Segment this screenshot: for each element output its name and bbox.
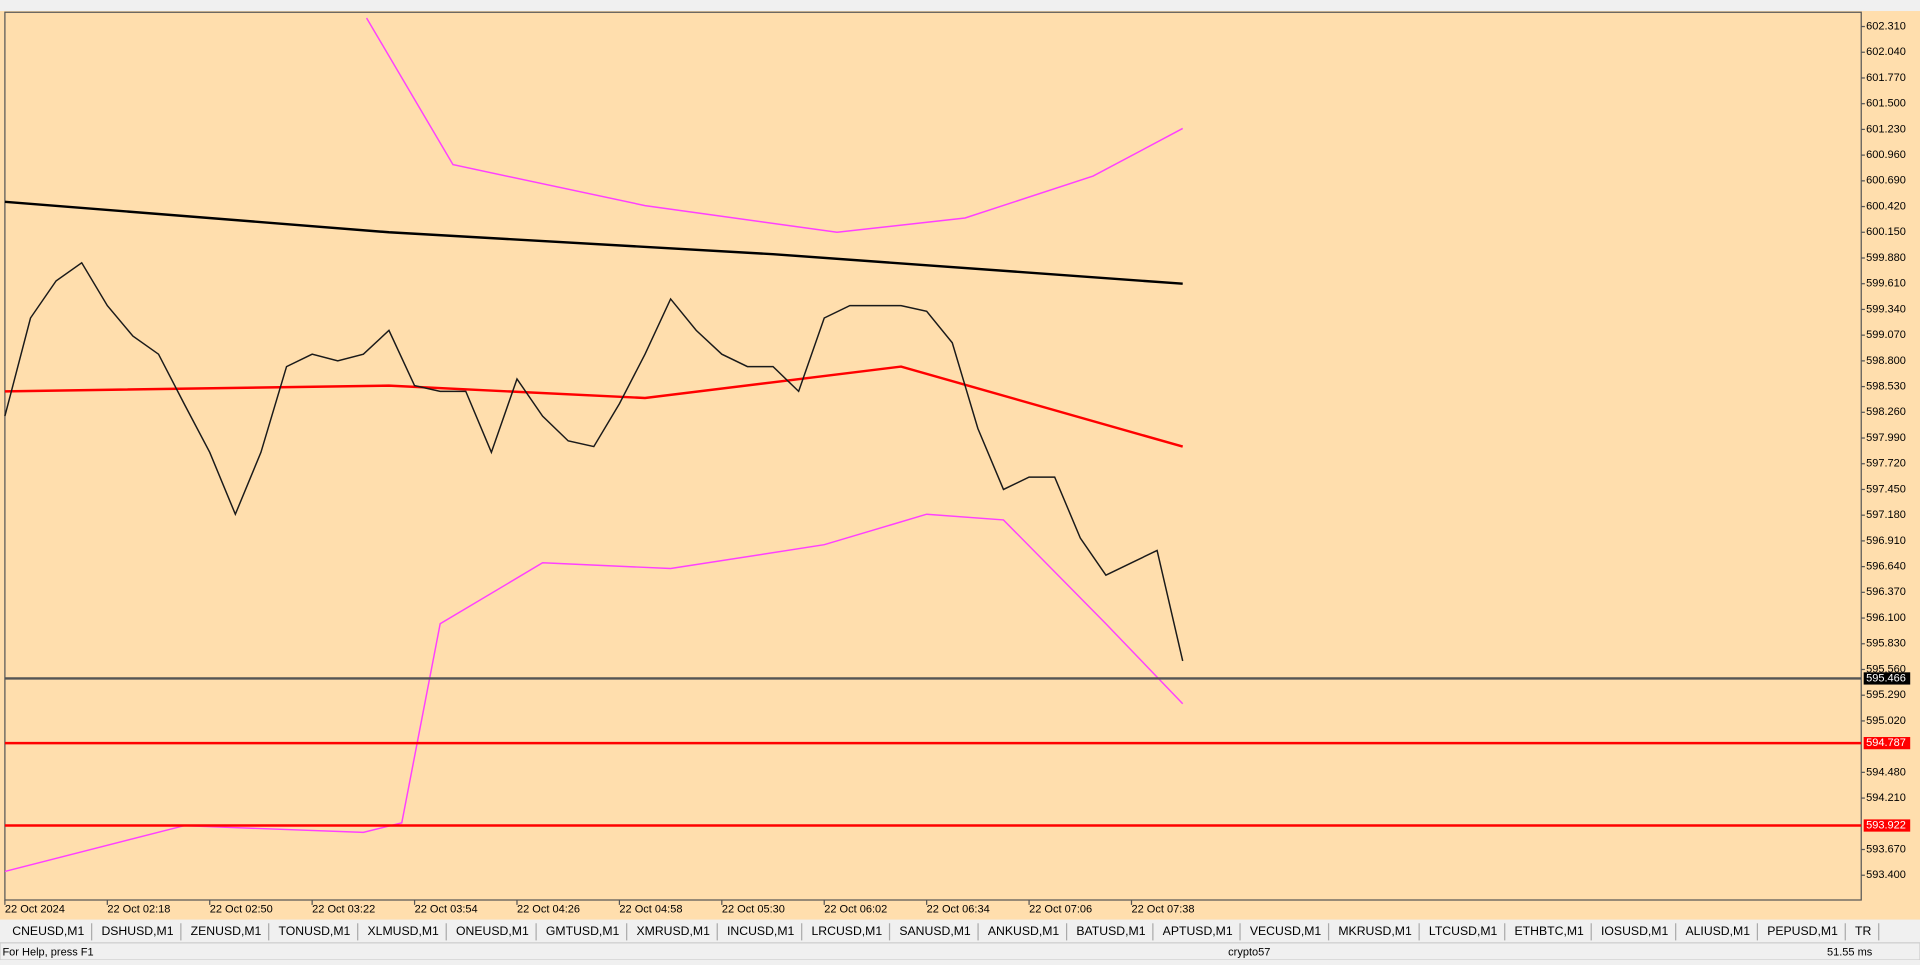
tab[interactable]: TONUSD,M1 (279, 924, 351, 938)
y-tick-label: 597.720 (1866, 458, 1906, 470)
price-label-bg (1863, 736, 1911, 750)
tab[interactable]: ETHBTC,M1 (1515, 924, 1585, 938)
y-tick-label: 596.100 (1866, 612, 1906, 624)
tab[interactable]: ALIUSD,M1 (1685, 924, 1750, 938)
tab[interactable]: BATUSD,M1 (1076, 924, 1145, 938)
y-tick-label: 593.670 (1866, 843, 1906, 855)
y-tick-label: 600.150 (1866, 226, 1906, 238)
y-tick-label: 600.960 (1866, 149, 1906, 161)
tab[interactable]: GMTUSD,M1 (546, 924, 620, 938)
y-tick-label: 596.640 (1866, 561, 1906, 573)
x-tick-label: 22 Oct 2024 (5, 904, 65, 916)
y-tick-label: 597.990 (1866, 432, 1906, 444)
x-tick-label: 22 Oct 05:30 (722, 904, 785, 916)
tab[interactable]: XLMUSD,M1 (367, 924, 439, 938)
tab[interactable]: INCUSD,M1 (727, 924, 794, 938)
tab[interactable]: LTCUSD,M1 (1429, 924, 1498, 938)
y-tick-label: 598.800 (1866, 355, 1906, 367)
tab[interactable]: ONEUSD,M1 (456, 924, 529, 938)
y-tick-label: 601.770 (1866, 72, 1906, 84)
x-tick-label: 22 Oct 06:34 (927, 904, 990, 916)
series-line (4, 513, 1184, 873)
price-label: 594.787 (1866, 737, 1906, 749)
x-tick-label: 22 Oct 03:22 (312, 904, 375, 916)
tab[interactable]: PEPUSD,M1 (1767, 924, 1838, 938)
tab[interactable]: VECUSD,M1 (1250, 924, 1322, 938)
tab[interactable]: SANUSD,M1 (899, 924, 971, 938)
x-tick-label: 22 Oct 02:18 (107, 904, 170, 916)
x-tick-label: 22 Oct 03:54 (415, 904, 478, 916)
tab[interactable]: DSHUSD,M1 (101, 924, 173, 938)
y-tick-label: 597.450 (1866, 483, 1906, 495)
tab-bar (0, 920, 1920, 943)
x-tick-label: 22 Oct 02:50 (210, 904, 273, 916)
tab[interactable]: CNEUSD,M1 (12, 924, 84, 938)
y-tick-label: 598.260 (1866, 406, 1906, 418)
y-tick-label: 593.400 (1866, 869, 1906, 881)
y-tick-label: 595.290 (1866, 689, 1906, 701)
y-tick-label: 600.420 (1866, 200, 1906, 212)
plot-frame (4, 11, 1862, 901)
tab[interactable]: IOSUSD,M1 (1601, 924, 1668, 938)
tab[interactable]: XMRUSD,M1 (636, 924, 710, 938)
tab[interactable]: ZENUSD,M1 (191, 924, 262, 938)
tab[interactable]: MKRUSD,M1 (1338, 924, 1412, 938)
tab[interactable]: APTUSD,M1 (1163, 924, 1233, 938)
tab[interactable]: ANKUSD,M1 (988, 924, 1060, 938)
y-tick-label: 599.880 (1866, 252, 1906, 264)
x-tick-label: 22 Oct 07:38 (1131, 904, 1194, 916)
y-tick-label: 596.370 (1866, 586, 1906, 598)
y-tick-label: 602.310 (1866, 20, 1906, 32)
status-help: For Help, press F1 (2, 947, 93, 959)
series-line (4, 365, 1184, 448)
x-tick-label: 22 Oct 07:06 (1029, 904, 1092, 916)
status-bar (0, 942, 1920, 961)
y-tick-label: 599.340 (1866, 303, 1906, 315)
x-tick-label: 22 Oct 04:26 (517, 904, 580, 916)
chart-area (0, 11, 1920, 920)
series-line (4, 200, 1183, 285)
price-label: 595.466 (1866, 672, 1906, 684)
tab[interactable]: TR (1855, 924, 1871, 938)
y-tick-label: 594.210 (1866, 792, 1906, 804)
y-tick-label: 601.230 (1866, 123, 1906, 135)
price-label-bg (1863, 819, 1911, 832)
x-tick-label: 22 Oct 04:58 (619, 904, 682, 916)
y-tick-label: 595.830 (1866, 638, 1906, 650)
series-line (4, 261, 1184, 662)
status-ping: 51.55 ms (1827, 947, 1873, 959)
y-tick-label: 600.690 (1866, 175, 1906, 187)
y-tick-label: 595.020 (1866, 715, 1906, 727)
y-tick-label: 599.610 (1866, 278, 1906, 290)
y-tick-label: 598.530 (1866, 380, 1906, 392)
series-line (365, 17, 1184, 234)
tab[interactable]: LRCUSD,M1 (811, 924, 882, 938)
x-tick-label: 22 Oct 06:02 (824, 904, 887, 916)
y-tick-label: 601.500 (1866, 98, 1906, 110)
price-label-bg (1863, 672, 1911, 685)
y-tick-label: 597.180 (1866, 509, 1906, 521)
y-tick-label: 602.040 (1866, 46, 1906, 58)
y-tick-label: 596.910 (1866, 535, 1906, 547)
status-account: crypto57 (1228, 947, 1270, 959)
y-tick-label: 594.480 (1866, 766, 1906, 778)
toolbar (0, 0, 1920, 12)
price-label: 593.922 (1866, 819, 1906, 831)
y-tick-label: 599.070 (1866, 329, 1906, 341)
